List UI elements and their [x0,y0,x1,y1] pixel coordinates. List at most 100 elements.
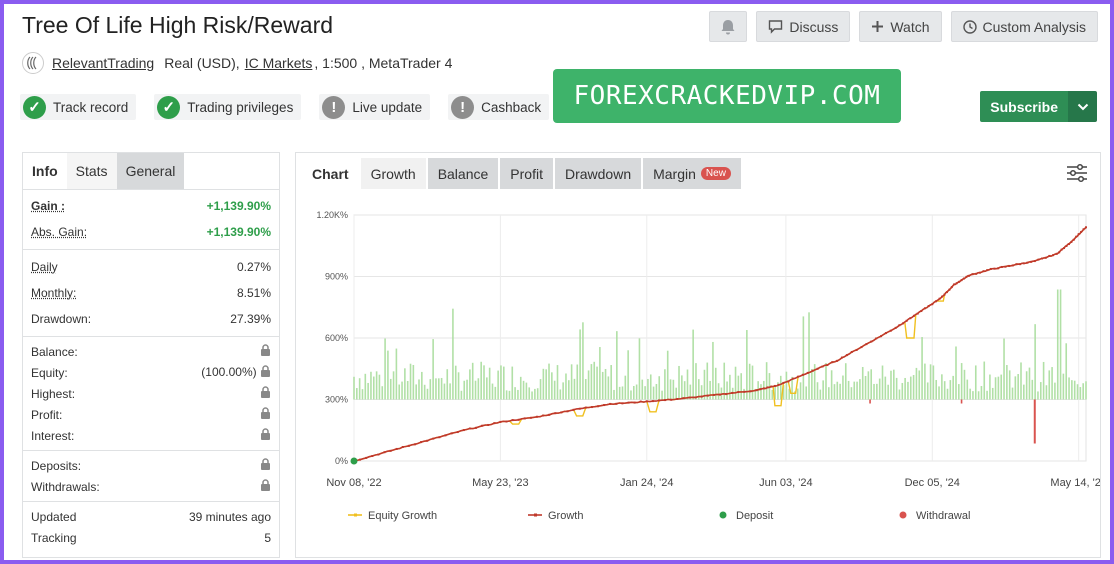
growth-point [517,418,520,421]
activity-bar [864,376,867,400]
notify-button[interactable] [709,11,748,42]
lock-icon [260,428,271,443]
growth-point [934,300,937,303]
activity-bar [1020,362,1022,400]
growth-point [395,447,398,450]
activity-bar [717,383,720,400]
activity-bar [698,379,700,400]
activity-bar [387,350,389,400]
tab-profit[interactable]: Profit [500,158,553,189]
activity-bar [802,316,805,400]
subscribe-button[interactable]: Subscribe [980,91,1097,122]
badge-track-record[interactable]: ✓ Track record [20,94,137,120]
abs-gain-value: +1,139.90% [206,225,271,239]
chevron-down-icon[interactable] [1068,91,1097,122]
growth-point [1067,243,1070,246]
growth-point [389,449,392,452]
owner-link[interactable]: RelevantTrading [52,55,155,71]
monthly-label[interactable]: Monthly: [31,286,77,300]
x-tick-label: May 14, '25 [1050,477,1100,489]
tab-info[interactable]: Info [23,153,67,189]
daily-value: 0.27% [236,260,271,274]
activity-bar [567,380,570,400]
growth-point [826,364,829,367]
growth-point [773,384,776,387]
activity-bar [785,371,788,400]
activity-bar [601,371,604,400]
activity-bar [873,383,875,400]
lock-icon [260,407,271,422]
x-tick-label: May 23, '23 [472,477,529,489]
custom-analysis-button[interactable]: Custom Analysis [950,11,1098,42]
tab-general[interactable]: General [116,153,185,189]
avatar[interactable] [22,52,44,74]
activity-bar [907,381,909,400]
growth-point [1041,257,1044,260]
activity-bar [584,379,587,400]
badge-trading-privileges[interactable]: ✓ Trading privileges [154,94,302,120]
activity-bar [706,362,709,400]
growth-point [960,279,963,282]
activity-bar [618,386,621,400]
lock-icon [260,344,271,359]
abs-gain-label[interactable]: Abs. Gain: [31,225,88,239]
watch-button[interactable]: Watch [859,11,942,42]
tab-drawdown[interactable]: Drawdown [554,158,642,189]
discuss-button[interactable]: Discuss [756,11,851,42]
growth-point [536,415,538,418]
growth-point [1015,263,1018,266]
equity-label: Equity: [31,365,68,380]
tab-growth[interactable]: Growth [360,158,426,189]
growth-chart[interactable]: 0% 300% 600% 900% 1.20K% Nov 08, '22 May 23, … [296,191,1100,557]
page-title: Tree Of Life High Risk/Reward [22,12,334,38]
growth-point [880,335,883,338]
activity-bar [856,381,858,400]
growth-point [1048,254,1051,257]
activity-bar [1065,343,1068,400]
badge-cashback[interactable]: ! Cashback [448,94,550,120]
growth-point [1030,260,1033,263]
activity-bar [712,341,714,400]
activity-bar [613,389,615,400]
growth-point [801,373,804,376]
activity-bar [1042,361,1045,400]
activity-bar [508,390,511,400]
x-tick-label: Dec 05, '24 [905,477,960,489]
growth-point [401,445,404,448]
activity-bar [409,363,412,400]
interest-label: Interest: [31,428,75,443]
tab-balance[interactable]: Balance [427,158,499,189]
margin-label: Margin [653,165,696,182]
custom-analysis-label: Custom Analysis [982,18,1086,35]
growth-point [1011,264,1014,267]
activity-bar [630,390,632,400]
broker-link[interactable]: IC Markets [244,55,313,71]
activity-bar [579,329,581,400]
activity-bar [1071,380,1073,400]
growth-point [777,383,780,386]
activity-bar [893,369,895,400]
badge-live-update[interactable]: ! Live update [319,94,431,120]
growth-point [1085,226,1087,229]
legend-equity-growth-marker [354,513,357,517]
growth-point [755,389,758,392]
activity-bar [528,387,531,400]
growth-point [759,388,762,391]
chart-settings-button[interactable] [1066,163,1088,188]
activity-bar [649,374,652,400]
growth-point [499,420,502,423]
tab-margin[interactable]: Margin New [643,158,741,189]
activity-bar [839,383,841,400]
activity-bar [426,388,429,400]
growth-point [481,424,484,427]
growth-point [554,412,557,415]
activity-bar [621,386,624,400]
activity-bar [924,363,926,400]
tab-stats[interactable]: Stats [66,153,117,189]
activity-bar [972,391,974,400]
growth-point [1008,264,1011,267]
growth-point [986,269,989,272]
activity-bar [763,380,765,400]
gain-label[interactable]: Gain : [31,199,66,213]
daily-label[interactable]: Daily [31,260,58,274]
